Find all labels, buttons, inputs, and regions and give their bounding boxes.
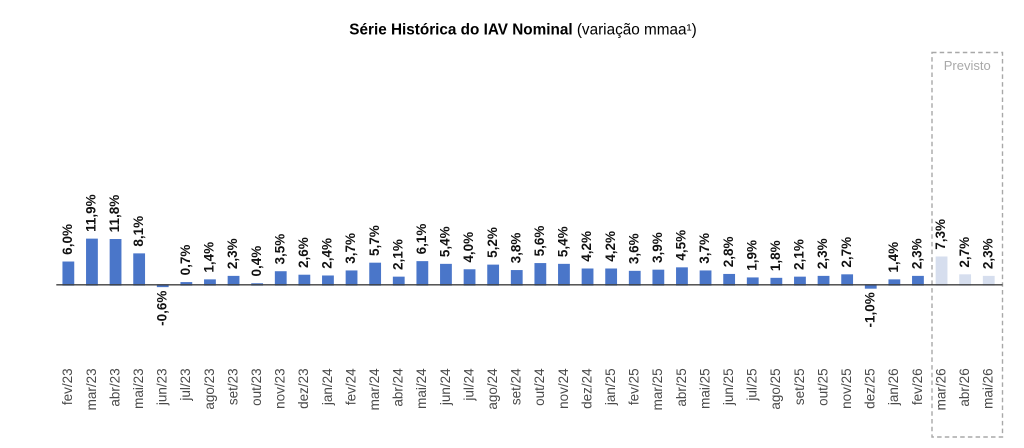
- svg-text:Previsto: Previsto: [944, 58, 991, 73]
- svg-text:abr/24: abr/24: [391, 368, 406, 407]
- svg-text:fev/23: fev/23: [60, 368, 75, 405]
- svg-text:2,3%: 2,3%: [815, 238, 830, 269]
- svg-text:2,3%: 2,3%: [980, 238, 995, 269]
- svg-text:mai/23: mai/23: [131, 368, 146, 409]
- svg-text:jan/26: jan/26: [886, 368, 901, 406]
- svg-text:11,9%: 11,9%: [84, 194, 99, 232]
- svg-text:3,8%: 3,8%: [508, 233, 523, 264]
- svg-text:2,4%: 2,4%: [320, 238, 335, 269]
- svg-text:mai/25: mai/25: [697, 368, 712, 409]
- svg-text:out/23: out/23: [249, 368, 264, 406]
- svg-text:4,5%: 4,5%: [674, 230, 689, 261]
- svg-text:-1,0%: -1,0%: [862, 292, 877, 327]
- svg-text:5,4%: 5,4%: [556, 226, 571, 257]
- svg-text:nov/25: nov/25: [839, 368, 854, 409]
- svg-text:1,4%: 1,4%: [886, 242, 901, 273]
- svg-text:3,7%: 3,7%: [697, 233, 712, 264]
- svg-text:5,7%: 5,7%: [367, 225, 382, 256]
- svg-text:2,1%: 2,1%: [390, 239, 405, 270]
- svg-text:dez/25: dez/25: [863, 368, 878, 409]
- svg-text:11,8%: 11,8%: [107, 195, 122, 233]
- svg-text:2,7%: 2,7%: [957, 237, 972, 268]
- svg-text:3,9%: 3,9%: [650, 232, 665, 263]
- svg-text:mar/26: mar/26: [933, 368, 948, 410]
- svg-text:mai/24: mai/24: [414, 368, 429, 409]
- svg-text:nov/23: nov/23: [273, 368, 288, 409]
- svg-text:fev/26: fev/26: [910, 368, 925, 405]
- svg-text:2,3%: 2,3%: [910, 238, 925, 269]
- svg-text:2,1%: 2,1%: [792, 239, 807, 270]
- svg-text:fev/25: fev/25: [627, 368, 642, 405]
- svg-text:jan/24: jan/24: [320, 368, 335, 406]
- svg-text:dez/23: dez/23: [296, 368, 311, 409]
- svg-text:fev/24: fev/24: [343, 368, 358, 405]
- svg-text:out/25: out/25: [815, 368, 830, 406]
- svg-text:mai/26: mai/26: [981, 368, 996, 409]
- svg-text:ago/24: ago/24: [485, 368, 500, 410]
- svg-text:2,7%: 2,7%: [839, 237, 854, 268]
- svg-text:jul/23: jul/23: [178, 368, 193, 401]
- svg-text:mar/24: mar/24: [367, 368, 382, 411]
- svg-text:mar/23: mar/23: [84, 368, 99, 410]
- svg-text:8,1%: 8,1%: [131, 216, 146, 247]
- svg-text:abr/23: abr/23: [107, 368, 122, 406]
- svg-text:5,4%: 5,4%: [438, 226, 453, 257]
- svg-text:ago/23: ago/23: [202, 368, 217, 409]
- svg-text:6,1%: 6,1%: [414, 224, 429, 255]
- svg-text:jun/23: jun/23: [155, 368, 170, 406]
- svg-text:-0,6%: -0,6%: [154, 291, 169, 326]
- svg-text:mar/25: mar/25: [650, 368, 665, 410]
- svg-text:3,6%: 3,6%: [626, 233, 641, 264]
- svg-text:3,7%: 3,7%: [343, 233, 358, 264]
- svg-text:nov/24: nov/24: [556, 368, 571, 409]
- svg-text:6,0%: 6,0%: [60, 224, 75, 255]
- svg-text:jul/25: jul/25: [745, 368, 760, 401]
- svg-text:0,7%: 0,7%: [178, 245, 193, 276]
- svg-text:2,8%: 2,8%: [721, 236, 736, 267]
- svg-text:1,9%: 1,9%: [744, 240, 759, 271]
- svg-text:abr/26: abr/26: [957, 368, 972, 406]
- svg-text:1,8%: 1,8%: [768, 240, 783, 271]
- svg-text:5,6%: 5,6%: [532, 226, 547, 257]
- svg-text:set/25: set/25: [792, 368, 807, 405]
- svg-text:4,2%: 4,2%: [603, 231, 618, 262]
- svg-text:5,2%: 5,2%: [485, 227, 500, 258]
- svg-text:jul/24: jul/24: [461, 368, 476, 402]
- svg-text:4,0%: 4,0%: [461, 232, 476, 263]
- svg-text:set/23: set/23: [225, 368, 240, 405]
- svg-text:Série Histórica do IAV Nominal: Série Histórica do IAV Nominal (variação…: [349, 21, 696, 38]
- svg-text:7,3%: 7,3%: [933, 219, 948, 250]
- svg-text:jun/24: jun/24: [438, 368, 453, 406]
- svg-text:abr/25: abr/25: [674, 368, 689, 406]
- svg-text:2,6%: 2,6%: [296, 237, 311, 268]
- svg-text:0,4%: 0,4%: [249, 246, 264, 277]
- svg-text:3,5%: 3,5%: [272, 234, 287, 265]
- svg-text:jun/25: jun/25: [721, 368, 736, 406]
- svg-text:2,3%: 2,3%: [225, 238, 240, 269]
- svg-text:4,2%: 4,2%: [579, 231, 594, 262]
- svg-text:1,4%: 1,4%: [202, 242, 217, 273]
- svg-text:ago/25: ago/25: [768, 368, 783, 409]
- svg-text:set/24: set/24: [509, 368, 524, 405]
- svg-text:out/24: out/24: [532, 368, 547, 406]
- svg-text:jan/25: jan/25: [603, 368, 618, 406]
- svg-text:dez/24: dez/24: [579, 368, 594, 409]
